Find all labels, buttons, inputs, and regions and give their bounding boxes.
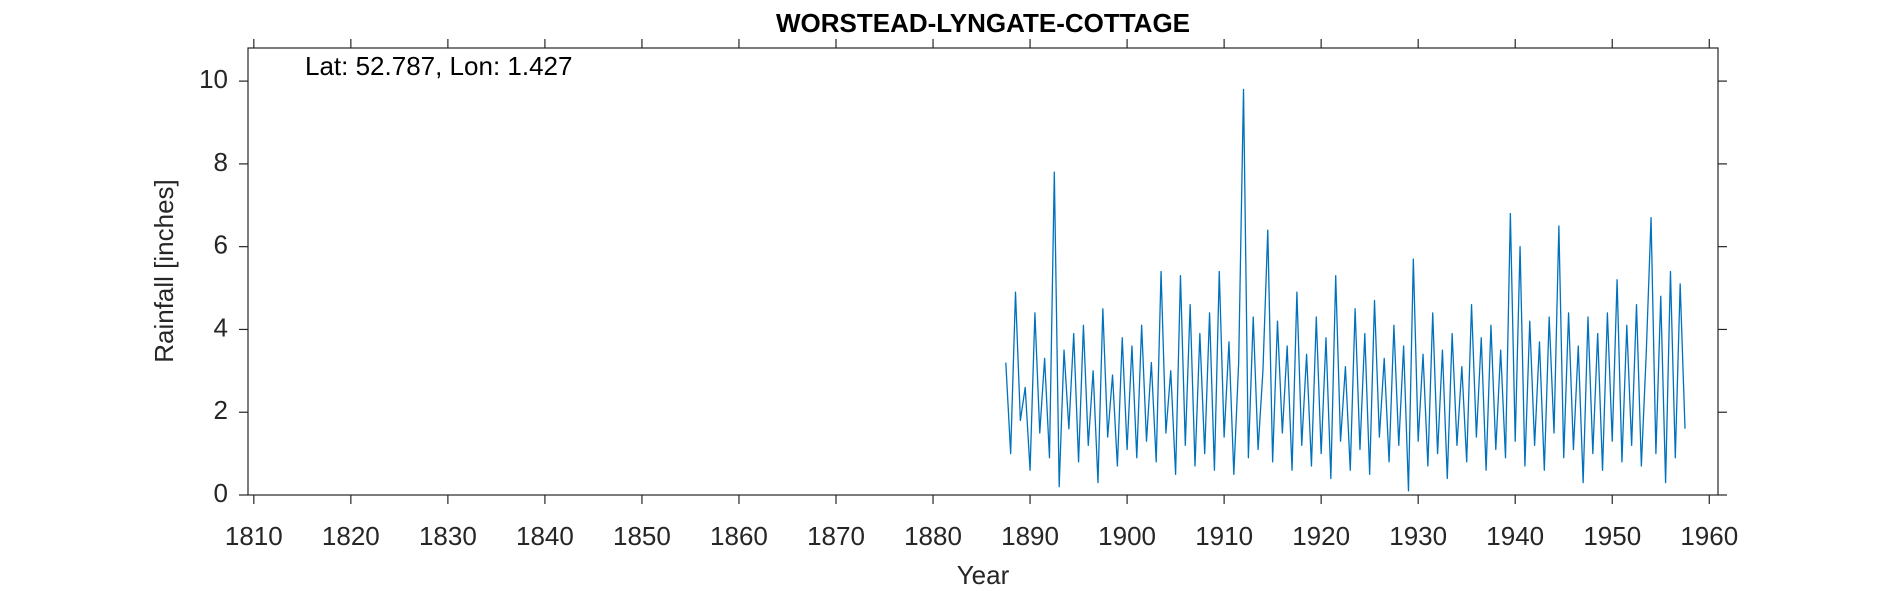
x-tick-label: 1960 [1680,521,1738,551]
x-tick-label: 1880 [904,521,962,551]
y-tick-label: 10 [199,64,228,94]
x-tick-label: 1830 [419,521,477,551]
x-tick-label: 1900 [1098,521,1156,551]
x-tick-label: 1930 [1389,521,1447,551]
y-tick-label: 6 [214,230,228,260]
x-tick-label: 1810 [225,521,283,551]
x-tick-label: 1910 [1195,521,1253,551]
y-tick-label: 2 [214,395,228,425]
data-line [1005,88,1686,492]
x-tick-label: 1950 [1583,521,1641,551]
x-axis-label: Year [957,560,1010,590]
y-tick-label: 4 [214,312,228,342]
y-tick-label: 8 [214,147,228,177]
y-tick-label: 0 [214,478,228,508]
y-axis-label: Rainfall [inches] [149,179,179,363]
x-tick-label: 1820 [322,521,380,551]
x-tick-label: 1920 [1292,521,1350,551]
x-tick-label: 1840 [516,521,574,551]
x-tick-label: 1940 [1486,521,1544,551]
x-tick-label: 1890 [1001,521,1059,551]
chart-title: WORSTEAD-LYNGATE-COTTAGE [776,8,1190,38]
annotation: Lat: 52.787, Lon: 1.427 [305,51,572,81]
x-tick-label: 1870 [807,521,865,551]
plot-frame [247,47,1719,496]
x-tick-label: 1850 [613,521,671,551]
x-tick-label: 1860 [710,521,768,551]
